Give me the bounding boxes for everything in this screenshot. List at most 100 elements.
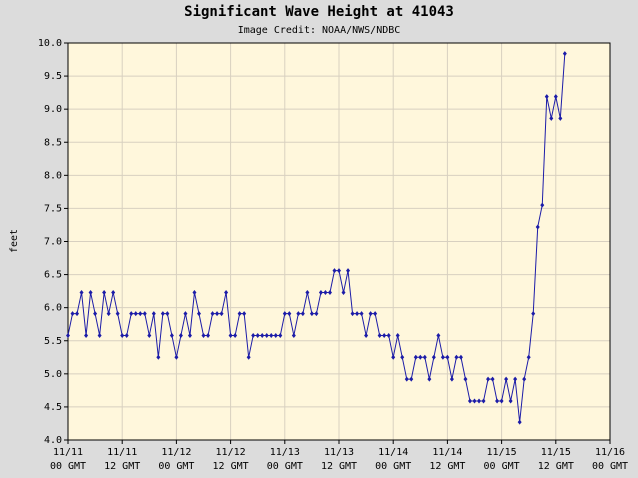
data-point [124, 332, 129, 338]
data-point [206, 332, 211, 338]
y-tick-label: 5.5 [44, 336, 62, 347]
data-point [233, 332, 238, 338]
data-point [115, 311, 120, 317]
data-point [300, 311, 305, 317]
data-point [269, 332, 274, 338]
data-point [540, 202, 545, 208]
x-tick-label: 12 GMT [213, 461, 249, 472]
x-tick-label: 12 GMT [538, 461, 574, 472]
data-point [418, 354, 423, 360]
data-point [499, 398, 504, 404]
data-point [84, 332, 89, 338]
data-point [291, 332, 296, 338]
data-point [151, 311, 156, 317]
x-tick-label: 11/11 [53, 447, 83, 458]
data-point [553, 94, 558, 100]
data-point [431, 354, 436, 360]
data-point [120, 332, 125, 338]
data-point [373, 311, 378, 317]
data-point [187, 332, 192, 338]
x-tick-label: 11/13 [324, 447, 354, 458]
data-point [251, 332, 256, 338]
data-point [413, 354, 418, 360]
data-point [486, 376, 491, 382]
y-tick-label: 7.5 [44, 203, 62, 214]
data-point [287, 311, 292, 317]
data-point [355, 311, 360, 317]
data-point [133, 311, 138, 317]
data-point [237, 311, 242, 317]
data-point [440, 354, 445, 360]
data-point [422, 354, 427, 360]
y-tick-label: 7.0 [44, 237, 62, 248]
data-point [508, 398, 513, 404]
data-point [210, 311, 215, 317]
data-point [165, 311, 170, 317]
data-point [513, 376, 518, 382]
chart-subtitle: Image Credit: NOAA/NWS/NDBC [238, 25, 401, 36]
data-point [562, 51, 567, 57]
data-point [224, 289, 229, 295]
data-point [97, 332, 102, 338]
data-point [404, 376, 409, 382]
data-point [138, 311, 143, 317]
x-tick-label: 00 GMT [267, 461, 303, 472]
x-tick-label: 00 GMT [375, 461, 411, 472]
data-point [350, 311, 355, 317]
y-tick-label: 6.5 [44, 270, 62, 281]
y-tick-label: 8.5 [44, 137, 62, 148]
data-point [544, 94, 549, 100]
data-point [467, 398, 472, 404]
data-point [156, 354, 161, 360]
data-point [106, 311, 111, 317]
data-point [160, 311, 165, 317]
y-tick-label: 10.0 [38, 38, 62, 49]
data-point [242, 311, 247, 317]
x-tick-label: 11/16 [595, 447, 625, 458]
y-tick-label: 9.0 [44, 104, 62, 115]
data-point [463, 376, 468, 382]
data-point [201, 332, 206, 338]
data-point [305, 289, 310, 295]
data-point [495, 398, 500, 404]
data-point [346, 268, 351, 274]
data-point [409, 376, 414, 382]
data-point [332, 268, 337, 274]
data-point [323, 289, 328, 295]
data-point [296, 311, 301, 317]
data-point [79, 289, 84, 295]
x-tick-label: 11/13 [270, 447, 300, 458]
data-point [278, 332, 283, 338]
data-point [535, 224, 540, 230]
data-point [183, 311, 188, 317]
x-tick-label: 00 GMT [158, 461, 194, 472]
y-tick-label: 4.0 [44, 435, 62, 446]
y-tick-label: 6.0 [44, 303, 62, 314]
data-point [377, 332, 382, 338]
x-tick-label: 12 GMT [429, 461, 465, 472]
data-point [264, 332, 269, 338]
x-tick-label: 11/15 [487, 447, 517, 458]
data-point [490, 376, 495, 382]
data-point [327, 289, 332, 295]
data-point [215, 311, 220, 317]
data-point [549, 115, 554, 121]
data-point [309, 311, 314, 317]
data-point [472, 398, 477, 404]
data-point [174, 354, 179, 360]
data-point [458, 354, 463, 360]
data-point [522, 376, 527, 382]
data-point [111, 289, 116, 295]
data-point [88, 289, 93, 295]
x-tick-label: 00 GMT [50, 461, 86, 472]
x-tick-label: 00 GMT [592, 461, 628, 472]
data-point [449, 376, 454, 382]
data-point [454, 354, 459, 360]
data-point [70, 311, 75, 317]
x-tick-label: 11/12 [161, 447, 191, 458]
y-tick-label: 5.0 [44, 369, 62, 380]
data-point [481, 398, 486, 404]
data-point [386, 332, 391, 338]
data-point [228, 332, 233, 338]
y-tick-label: 9.5 [44, 71, 62, 82]
